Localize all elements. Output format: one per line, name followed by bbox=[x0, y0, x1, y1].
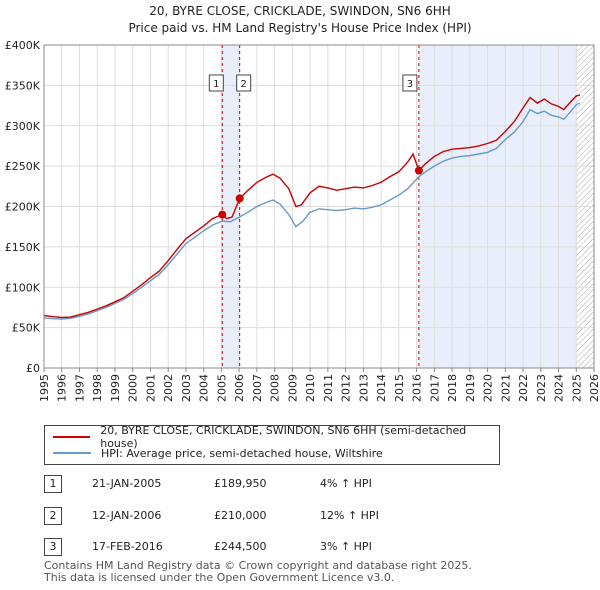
y-tick-label: £50K bbox=[12, 322, 41, 335]
x-tick-label: 2025 bbox=[570, 374, 583, 402]
x-tick-label: 2001 bbox=[144, 374, 157, 402]
x-tick-label: 2002 bbox=[162, 374, 175, 402]
x-tick-label: 1998 bbox=[91, 374, 104, 402]
legend-item-hpi: HPI: Average price, semi-detached house,… bbox=[53, 445, 383, 461]
x-tick-label: 2024 bbox=[553, 374, 566, 402]
y-tick-label: £250K bbox=[5, 160, 41, 173]
legend-swatch-hpi bbox=[53, 452, 91, 454]
transaction-number: 3 bbox=[44, 538, 62, 556]
transaction-price: £189,950 bbox=[214, 477, 267, 490]
legend-swatch-property bbox=[53, 436, 91, 438]
transaction-row: 2 12-JAN-2006 £210,000 12% ↑ HPI bbox=[44, 506, 564, 528]
y-tick-label: £400K bbox=[5, 39, 41, 52]
plot-frame bbox=[43, 44, 595, 369]
x-tick-label: 2015 bbox=[393, 374, 406, 402]
x-tick-label: 2013 bbox=[357, 374, 370, 402]
x-tick-label: 1995 bbox=[38, 374, 51, 402]
x-tick-label: 2017 bbox=[428, 374, 441, 402]
x-tick-label: 2018 bbox=[446, 374, 459, 402]
x-tick-label: 2009 bbox=[286, 374, 299, 402]
x-tick-label: 2023 bbox=[535, 374, 548, 402]
transaction-number: 2 bbox=[44, 507, 62, 525]
x-tick-label: 2000 bbox=[127, 374, 140, 402]
transaction-date: 17-FEB-2016 bbox=[92, 540, 163, 553]
transaction-row: 3 17-FEB-2016 £244,500 3% ↑ HPI bbox=[44, 537, 564, 559]
x-tick-label: 2020 bbox=[482, 374, 495, 402]
legend-item-property: 20, BYRE CLOSE, CRICKLADE, SWINDON, SN6 … bbox=[53, 424, 499, 450]
x-tick-label: 2014 bbox=[375, 374, 388, 402]
x-tick-label: 2003 bbox=[180, 374, 193, 402]
price-chart: 20, BYRE CLOSE, CRICKLADE, SWINDON, SN6 … bbox=[5, 4, 600, 402]
copyright-text: Contains HM Land Registry data © Crown c… bbox=[44, 559, 472, 572]
property-price-line bbox=[43, 94, 580, 319]
x-tick-label: 2008 bbox=[269, 374, 282, 402]
footer: Contains HM Land Registry data © Crown c… bbox=[44, 560, 472, 584]
transaction-price: £210,000 bbox=[214, 509, 267, 522]
chart-title: 20, BYRE CLOSE, CRICKLADE, SWINDON, SN6 … bbox=[149, 4, 451, 18]
transaction-row: 1 21-JAN-2005 £189,950 4% ↑ HPI bbox=[44, 474, 564, 496]
legend-label-property: 20, BYRE CLOSE, CRICKLADE, SWINDON, SN6 … bbox=[100, 424, 467, 450]
sale-label-text: 3 bbox=[407, 79, 413, 90]
y-tick-label: £150K bbox=[5, 241, 41, 254]
x-tick-label: 2011 bbox=[322, 374, 335, 402]
license-text: This data is licensed under the Open Gov… bbox=[44, 571, 395, 584]
x-tick-label: 2010 bbox=[304, 374, 317, 402]
x-tick-label: 2007 bbox=[251, 374, 264, 402]
chart-subtitle: Price paid vs. HM Land Registry's House … bbox=[128, 21, 471, 35]
sale-label-text: 1 bbox=[213, 79, 219, 90]
sale-label-text: 2 bbox=[241, 79, 247, 90]
series-lines bbox=[43, 94, 581, 320]
transaction-hpi: 12% ↑ HPI bbox=[320, 509, 379, 522]
x-tick-label: 1999 bbox=[109, 374, 122, 402]
sale-point-1 bbox=[218, 210, 227, 219]
x-tick-label: 2012 bbox=[340, 374, 353, 402]
x-tick-label: 2019 bbox=[464, 374, 477, 402]
transaction-number: 1 bbox=[44, 475, 62, 493]
y-tick-label: £0 bbox=[26, 362, 40, 375]
x-tick-label: 2005 bbox=[215, 374, 228, 402]
sale-point-2 bbox=[235, 194, 244, 203]
x-tick-label: 2021 bbox=[499, 374, 512, 402]
transaction-hpi: 3% ↑ HPI bbox=[320, 540, 372, 553]
y-tick-label: £350K bbox=[5, 79, 41, 92]
x-tick-label: 2022 bbox=[517, 374, 530, 402]
axes: £0 £50K £100K £150K £200K £250K £300K £350K £400… bbox=[5, 39, 600, 402]
x-tick-label: 1996 bbox=[56, 374, 69, 402]
transaction-price: £244,500 bbox=[214, 540, 267, 553]
transaction-date: 21-JAN-2005 bbox=[92, 477, 162, 490]
legend-label-hpi: HPI: Average price, semi-detached house,… bbox=[101, 446, 383, 460]
sale-point-3 bbox=[414, 166, 423, 175]
legend: 20, BYRE CLOSE, CRICKLADE, SWINDON, SN6 … bbox=[44, 424, 500, 465]
transaction-hpi: 4% ↑ HPI bbox=[320, 477, 372, 490]
transaction-date: 12-JAN-2006 bbox=[92, 509, 162, 522]
sale-label-box bbox=[208, 74, 224, 92]
x-tick-label: 2016 bbox=[411, 374, 424, 402]
x-tick-label: 1997 bbox=[73, 374, 86, 402]
x-tick-label: 2006 bbox=[233, 374, 246, 402]
sale-label-box bbox=[402, 74, 418, 92]
y-tick-label: £100K bbox=[5, 281, 41, 294]
sale-markers: 1 2 3 bbox=[208, 74, 423, 219]
hpi-line bbox=[43, 102, 581, 320]
sale-label-box bbox=[236, 74, 252, 92]
x-tick-label: 2004 bbox=[198, 374, 211, 402]
y-tick-label: £300K bbox=[5, 120, 41, 133]
x-tick-label: 2026 bbox=[588, 374, 600, 402]
y-tick-label: £200K bbox=[5, 201, 41, 214]
